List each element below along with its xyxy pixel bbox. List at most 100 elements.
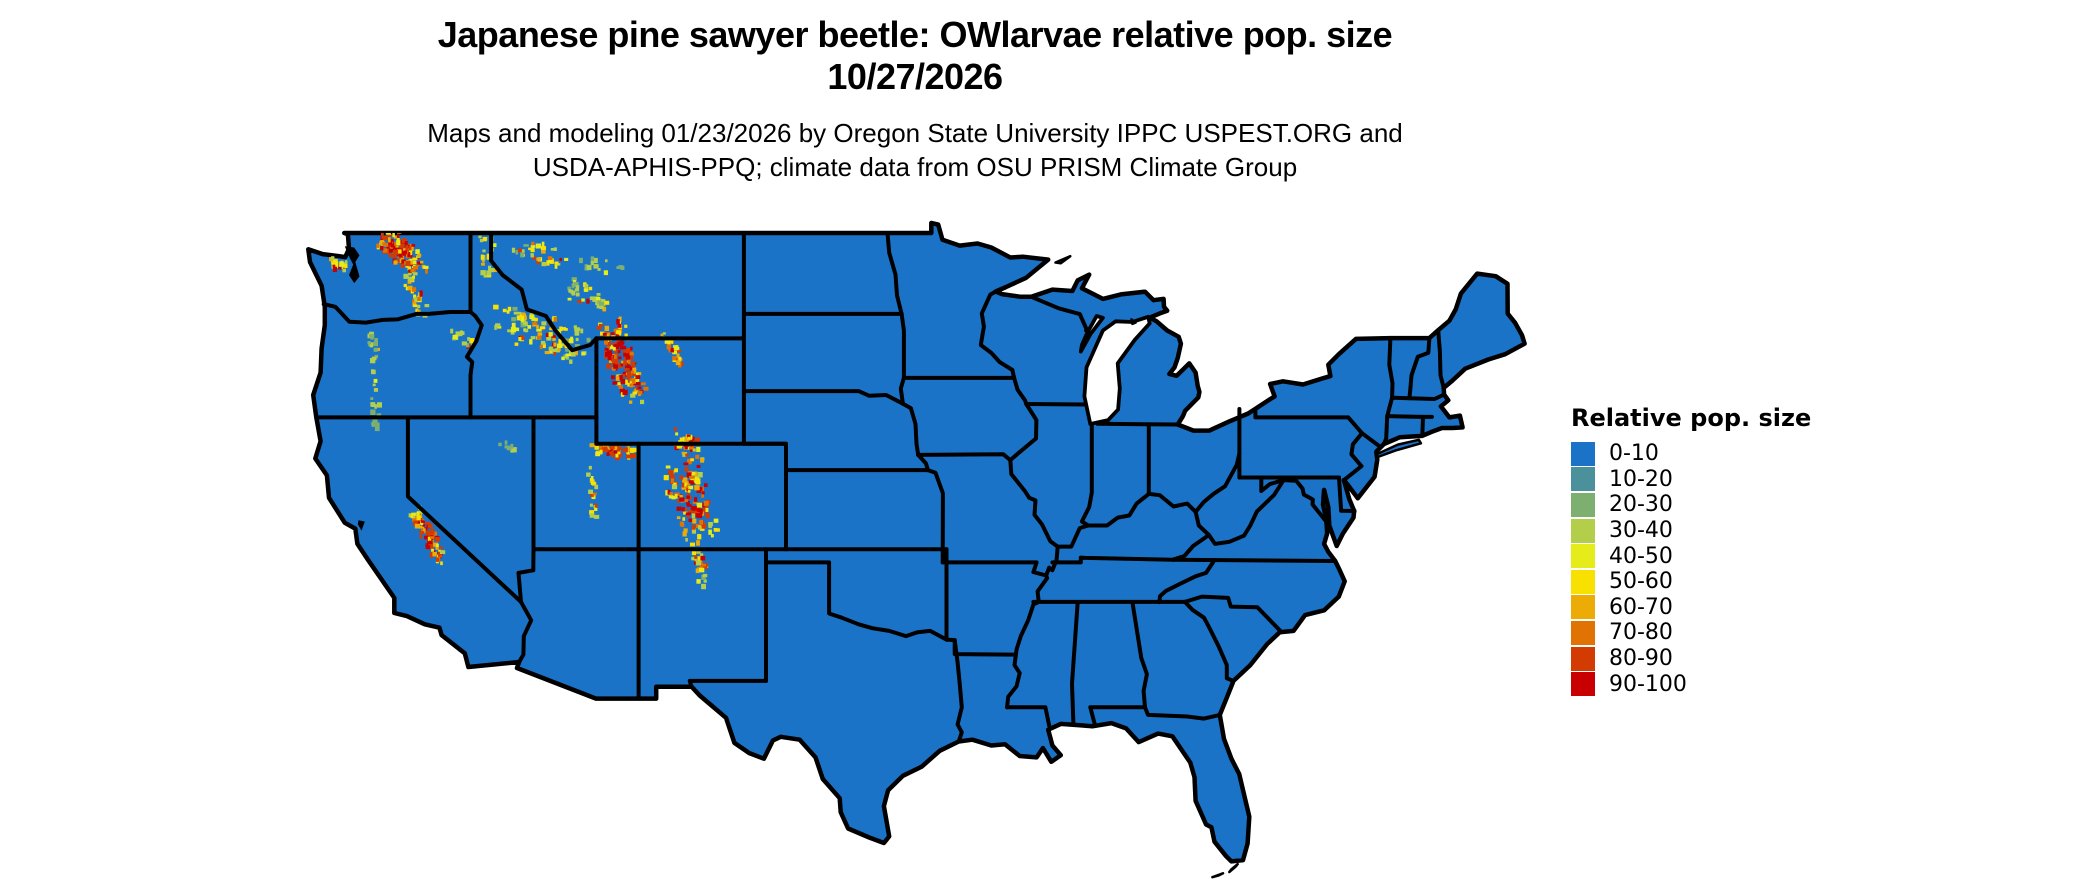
legend-item: 80-90	[1571, 646, 1891, 672]
state-border-al_ga	[1130, 600, 1149, 710]
hotspot-cluster-sw-montana	[567, 277, 610, 312]
state-border-va_wv_ky	[1170, 478, 1286, 562]
water-puget_sound	[344, 246, 360, 284]
hotspot-cluster-sangre-de-cristo	[691, 549, 709, 590]
island-isle_royale	[1054, 254, 1072, 265]
page-title-line2: 10/27/2026	[827, 56, 1003, 97]
figure-header: Japanese pine sawyer beetle: OWlarvae re…	[250, 14, 1580, 184]
legend-rows: 0-10 10-20 20-30 30-40 40-50 50-60 60-70 70-80 8…	[1571, 441, 1891, 697]
inland-water-layer	[344, 246, 365, 531]
legend-label: 30-40	[1609, 518, 1673, 544]
legend-label: 90-100	[1609, 671, 1687, 697]
legend-label: 0-10	[1609, 441, 1659, 467]
state-border-ca_nv	[405, 415, 523, 604]
legend-label: 10-20	[1609, 466, 1673, 492]
state-border-il_in	[1079, 421, 1094, 528]
legend-swatch	[1571, 467, 1595, 492]
state-border-ma_south	[1385, 414, 1434, 419]
state-border-me_nh	[1436, 328, 1446, 390]
state-border-ia_il	[1008, 402, 1039, 463]
state-border-la_ms	[1005, 705, 1052, 728]
legend-item: 10-20	[1571, 467, 1891, 493]
state-border-id_mt	[489, 231, 599, 353]
hotspot-raster-layer	[329, 226, 720, 590]
state-border-ct_ri	[1420, 414, 1425, 436]
nation-outline	[306, 220, 1527, 864]
state-border-wi_mi	[1029, 294, 1089, 333]
legend-swatch	[1571, 518, 1595, 543]
legend-swatch	[1571, 595, 1595, 620]
legend-swatch	[1571, 492, 1595, 517]
figure-subtitle-line1: Maps and modeling 01/23/2026 by Oregon S…	[427, 118, 1403, 148]
state-border-nc_sc	[1182, 594, 1284, 634]
state-border-mo_ar	[940, 560, 1049, 578]
state-border-vt_nh	[1407, 336, 1432, 401]
state-border-mn_wi	[978, 289, 1017, 380]
state-border-tx_ok	[764, 560, 949, 642]
lake-lake_michigan	[1082, 314, 1152, 426]
state-border-or_id	[464, 310, 484, 420]
state-border-ca_az	[517, 599, 534, 664]
state-border-ma_north	[1390, 392, 1447, 401]
island-fl_keys_lower	[1211, 872, 1225, 879]
state-border-wv_ky	[1193, 509, 1211, 537]
legend-label: 80-90	[1609, 646, 1673, 672]
legend-swatch	[1571, 569, 1595, 594]
legend-item: 50-60	[1571, 569, 1891, 595]
hotspot-cluster-oregon-cascades	[367, 331, 382, 432]
state-border-wi_il	[1024, 402, 1089, 407]
hotspot-cluster-ne-oregon-blues	[450, 328, 475, 349]
island-fl_keys_upper	[1228, 862, 1239, 874]
state-border-tn_nc	[1157, 558, 1217, 605]
figure-subtitle-line2: USDA-APHIS-PPQ; climate data from OSU PR…	[532, 152, 1298, 182]
state-border-wa_or	[321, 302, 473, 325]
legend-item: 0-10	[1571, 441, 1891, 467]
state-border-potomac	[1259, 475, 1332, 528]
hotspot-cluster-sierra-nevada-ca	[408, 505, 446, 566]
state-border-nv_az	[516, 547, 536, 604]
hotspot-cluster-uinta-ut	[589, 443, 637, 461]
legend-item: 40-50	[1571, 543, 1891, 569]
lake-green_bay	[1078, 314, 1105, 354]
state-border-tx_la	[952, 638, 964, 744]
hotspot-cluster-colorado-rockies	[663, 462, 720, 547]
state-border-mississippi	[1005, 458, 1060, 710]
state-border-ga_sc	[1182, 599, 1234, 683]
hotspot-cluster-olympic-mtns-wa	[329, 256, 348, 273]
legend-item: 90-100	[1571, 671, 1891, 697]
hotspot-cluster-wasatch-ut	[586, 465, 600, 519]
state-border-ia_mo	[916, 452, 1013, 463]
legend-label: 20-30	[1609, 492, 1673, 518]
islands-layer	[1054, 254, 1423, 879]
state-border-ia_ne	[900, 401, 921, 457]
legend-swatch	[1571, 620, 1595, 645]
state-border-nj_ny	[1360, 431, 1380, 448]
state-border-nm_tx_s	[687, 678, 768, 689]
island-long_island	[1375, 438, 1423, 459]
legend-title: Relative pop. size	[1571, 404, 1812, 432]
legend-item: 20-30	[1571, 492, 1891, 518]
island-beaver_island	[1130, 318, 1137, 326]
legend-label: 40-50	[1609, 543, 1673, 569]
legend-label: 60-70	[1609, 594, 1673, 620]
state-borders-layer	[314, 231, 1447, 744]
state-border-al_ms	[1070, 600, 1080, 726]
hotspot-cluster-yellowstone-absaroka	[596, 316, 649, 405]
state-border-sd_ne	[741, 389, 905, 406]
water-sf_bay	[357, 520, 365, 531]
us-map	[306, 220, 1527, 879]
hotspot-cluster-nw-montana	[511, 241, 569, 269]
legend-item: 30-40	[1571, 518, 1891, 544]
state-border-mi_south	[1095, 421, 1180, 427]
state-border-ne_mo	[916, 452, 930, 473]
state-border-ny_pa	[1253, 408, 1364, 436]
legend: Relative pop. size 0-10 10-20 20-30 30-40 40…	[1571, 404, 1891, 697]
legend-swatch	[1571, 646, 1595, 671]
legend-swatch	[1571, 441, 1595, 466]
state-border-de_md	[1337, 475, 1357, 513]
hotspot-cluster-east-montana	[579, 256, 625, 276]
state-border-ga_fl	[1088, 705, 1222, 726]
legend-swatch	[1571, 544, 1595, 569]
legend-label: 50-60	[1609, 569, 1673, 595]
